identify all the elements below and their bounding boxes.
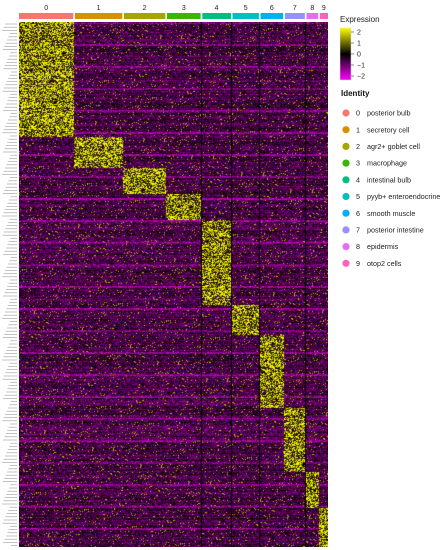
legend-label-5: pyyb+ enteroendocrine xyxy=(367,192,440,201)
cluster-bar-7 xyxy=(284,13,305,19)
cluster-tick-5: 5 xyxy=(244,5,248,12)
legend-label-3: macrophage xyxy=(367,159,407,168)
legend-label-9: otop2 cells xyxy=(367,259,402,268)
legend-id-9: 9 xyxy=(356,259,360,268)
cluster-tick-2: 2 xyxy=(143,5,147,12)
legend-swatch-2 xyxy=(342,142,350,150)
identity-legend: Identity 0 posterior bulb 1 secretory cell 2… xyxy=(341,89,440,268)
legend-swatch-4 xyxy=(342,176,350,184)
legend-swatch-8 xyxy=(342,243,350,251)
cluster-tick-0: 0 xyxy=(44,5,48,12)
legend-label-0: posterior bulb xyxy=(367,109,411,118)
expression-tick-label: 0 xyxy=(357,52,361,59)
legend-swatch-3 xyxy=(342,159,350,167)
legend-swatch-6 xyxy=(342,209,350,217)
cluster-bar-2 xyxy=(123,13,166,19)
expression-legend-title: Expression xyxy=(340,15,380,24)
legend-label-7: posterior intestine xyxy=(367,226,424,235)
expression-tick-label: −1 xyxy=(357,63,365,70)
cluster-tick-4: 4 xyxy=(215,5,219,12)
cluster-tick-8: 8 xyxy=(310,5,314,12)
legend-swatch-0 xyxy=(342,109,350,117)
legend-id-5: 5 xyxy=(356,192,360,201)
legend-label-4: intestinal bulb xyxy=(367,175,411,184)
legend-swatch-7 xyxy=(342,226,350,234)
legend-swatch-1 xyxy=(342,126,350,134)
legend-label-8: epidermis xyxy=(367,242,399,251)
legend-id-6: 6 xyxy=(356,209,360,218)
expression-tick-label: 1 xyxy=(357,41,361,48)
cluster-bar-0 xyxy=(19,13,74,19)
cluster-tick-labels: 0 1 2 3 4 5 6 7 8 9 xyxy=(44,5,326,12)
cluster-bar-5 xyxy=(232,13,259,19)
cluster-color-bar xyxy=(19,13,328,19)
legend-swatch-9 xyxy=(342,259,350,267)
cluster-tick-7: 7 xyxy=(293,5,297,12)
expression-legend: Expression 2 1 0 −1 −2 xyxy=(339,15,380,81)
expression-tick-label: −2 xyxy=(357,74,365,81)
cluster-bar-4 xyxy=(202,13,231,19)
legend-id-3: 3 xyxy=(356,159,360,168)
cluster-tick-6: 6 xyxy=(270,5,274,12)
legend-label-2: agr2+ goblet cell xyxy=(367,142,420,151)
cluster-bar-9 xyxy=(319,13,328,19)
legend-swatch-5 xyxy=(342,192,350,201)
expression-tick-labels: 2 1 0 −1 −2 xyxy=(351,30,365,81)
identity-legend-title: Identity xyxy=(341,89,370,98)
legend-id-0: 0 xyxy=(356,109,360,118)
legend-id-8: 8 xyxy=(356,242,360,251)
gene-axis-labels xyxy=(2,23,17,546)
legend-id-7: 7 xyxy=(356,226,360,235)
legend-id-2: 2 xyxy=(356,142,360,151)
legend-label-6: smooth muscle xyxy=(367,209,415,218)
expression-heatmap xyxy=(19,22,328,547)
expression-colorbar xyxy=(339,27,352,81)
cluster-bar-8 xyxy=(306,13,319,19)
legend-id-1: 1 xyxy=(356,125,360,134)
legend-label-1: secretory cell xyxy=(367,125,410,134)
cluster-bar-1 xyxy=(74,13,123,19)
expression-tick-label: 2 xyxy=(357,30,361,37)
cluster-tick-9: 9 xyxy=(322,5,326,12)
cluster-tick-3: 3 xyxy=(182,5,186,12)
cluster-bar-3 xyxy=(166,13,201,19)
cluster-bar-6 xyxy=(260,13,284,19)
cluster-tick-1: 1 xyxy=(97,5,101,12)
legend-id-4: 4 xyxy=(356,175,360,184)
